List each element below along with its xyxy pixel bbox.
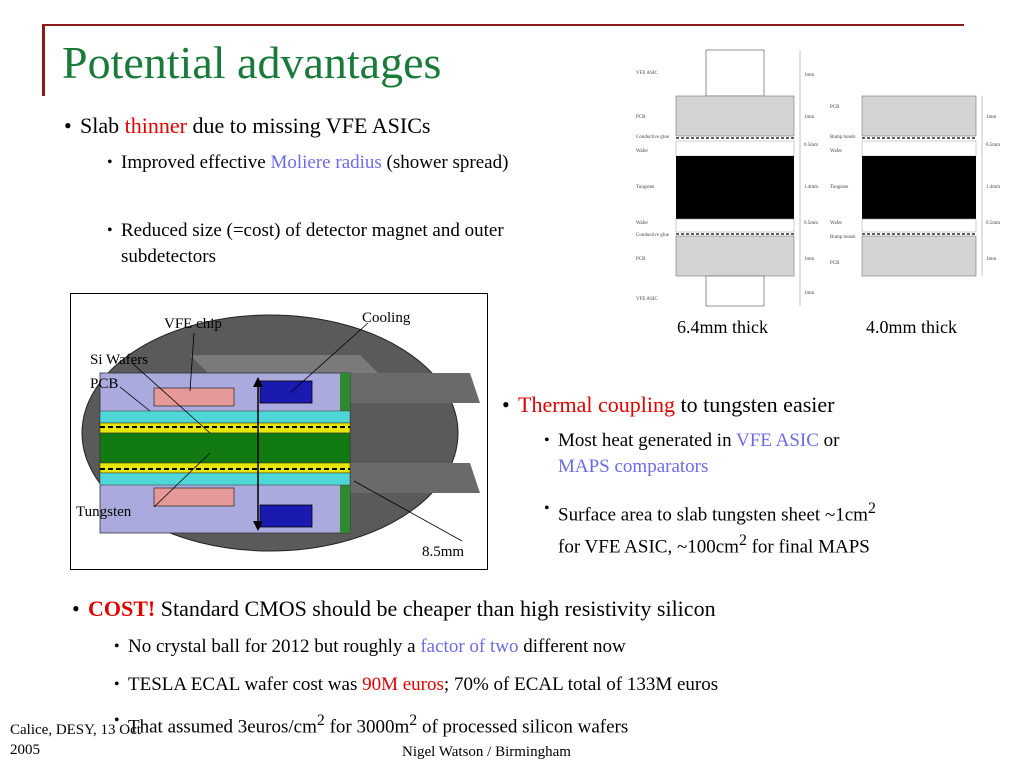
bullet-reduced-size: • Reduced size (=cost) of detector magne… xyxy=(107,220,504,267)
dim-b-1: 1mm xyxy=(986,115,996,120)
dim-a-4: 1.4mm xyxy=(804,185,818,190)
label-tungsten: Tungsten xyxy=(76,504,132,520)
label-a-vfe-bottom: VFE ASIC xyxy=(636,297,658,302)
title-rule xyxy=(42,24,964,26)
label-a-wafer-bottom: Wafer xyxy=(636,221,648,226)
label-pcb: PCB xyxy=(90,376,119,392)
dim-a-5: 0.5mm xyxy=(804,221,818,226)
stack-6-4mm: VFE ASIC PCB Conductive glue Wafer Tungs… xyxy=(636,49,818,307)
dim-a-3: 0.5mm xyxy=(804,143,818,148)
label-b-wafer-top: Wafer xyxy=(830,149,842,154)
highlight-maps: MAPS comparators xyxy=(558,456,709,477)
bullet-dot: • xyxy=(107,222,113,239)
footer-author: Nigel Watson / Birmingham xyxy=(402,744,571,760)
label-a-pcb-top: PCB xyxy=(636,115,646,120)
bullet-dot: • xyxy=(72,596,80,621)
bullet-dot: • xyxy=(114,676,120,693)
bullet-heat: • Most heat generated in VFE ASIC or MAP… xyxy=(544,430,840,477)
highlight-factor: factor of two xyxy=(420,636,519,657)
label-cooling: Cooling xyxy=(362,310,411,326)
stack-4-0mm: PCB Bump bonds Wafer Tungsten Wafer Bump… xyxy=(830,95,1000,277)
highlight-thinner: thinner xyxy=(124,113,187,138)
label-si-wafers: Si Wafers xyxy=(90,352,149,368)
highlight-vfe-asic: VFE ASIC xyxy=(736,430,819,451)
bullet-cost: • COST! Standard CMOS should be cheaper … xyxy=(72,596,716,621)
dim-b-3: 1.4mm xyxy=(986,185,1000,190)
label-b-tungsten: Tungsten xyxy=(830,185,849,190)
label-b-wafer-bottom: Wafer xyxy=(830,221,842,226)
bullet-moliere: • Improved effective Moliere radius (sho… xyxy=(107,150,571,176)
bullet-dot: • xyxy=(114,638,120,655)
label-b-bump-top: Bump bonds xyxy=(830,135,855,140)
bullet-surface: • Surface area to slab tungsten sheet ~1… xyxy=(544,496,998,561)
bullet-assumed: • That assumed 3euros/cm2 for 3000m2 of … xyxy=(114,708,988,740)
bullet-dot: • xyxy=(64,113,72,138)
page-title: Potential advantages xyxy=(62,37,442,88)
highlight-cost: COST! xyxy=(88,596,156,621)
label-a-glue-top: Conductive glue xyxy=(636,135,670,140)
highlight-90m: 90M euros xyxy=(362,674,444,695)
label-a-tungsten: Tungsten xyxy=(636,185,655,190)
label-vfe-chip: VFE chip xyxy=(164,316,222,332)
bullet-dot: • xyxy=(544,432,550,449)
dim-a-1: 1mm xyxy=(804,73,814,78)
label-a-pcb-bottom: PCB xyxy=(636,257,646,262)
label-a-glue-bottom: Conductive glue xyxy=(636,233,670,238)
bullet-slab-thinner: • Slab thinner due to missing VFE ASICs xyxy=(64,113,431,138)
bullet-crystal: • No crystal ball for 2012 but roughly a… xyxy=(114,634,988,660)
highlight-moliere: Moliere radius xyxy=(270,152,382,173)
dim-a-2: 1mm xyxy=(804,115,814,120)
footer-event: Calice, DESY, 13 Oct 2005 xyxy=(10,722,141,758)
bullet-dot: • xyxy=(544,500,550,517)
bullet-dot: • xyxy=(502,392,510,417)
label-8-5mm: 8.5mm xyxy=(422,544,465,560)
bullet-dot: • xyxy=(107,154,113,171)
bullet-dot: • xyxy=(114,712,120,729)
label-a-vfe-top: VFE ASIC xyxy=(636,71,658,76)
caption-6-4mm: 6.4mm thick xyxy=(677,317,768,337)
dim-b-5: 1mm xyxy=(986,257,996,262)
slab-cross-section-diagram xyxy=(70,293,488,570)
label-b-pcb-bottom: PCB xyxy=(830,261,840,266)
highlight-thermal: Thermal coupling xyxy=(518,392,676,417)
label-b-bump-bottom: Bump bonds xyxy=(830,235,855,240)
bullet-tesla: • TESLA ECAL wafer cost was 90M euros; 7… xyxy=(114,672,988,698)
label-b-pcb-top: PCB xyxy=(830,105,840,110)
bullet-thermal: • Thermal coupling to tungsten easier xyxy=(502,392,835,417)
dim-b-2: 0.5mm xyxy=(986,143,1000,148)
layer-stack-diagram: VFE ASIC PCB Conductive glue Wafer Tungs… xyxy=(632,46,1004,308)
title-side-rule xyxy=(42,24,45,96)
dim-a-7: 1mm xyxy=(804,291,814,296)
label-a-wafer-top: Wafer xyxy=(636,149,648,154)
dim-a-6: 1mm xyxy=(804,257,814,262)
dim-b-4: 0.5mm xyxy=(986,221,1000,226)
caption-4-0mm: 4.0mm thick xyxy=(866,317,957,337)
